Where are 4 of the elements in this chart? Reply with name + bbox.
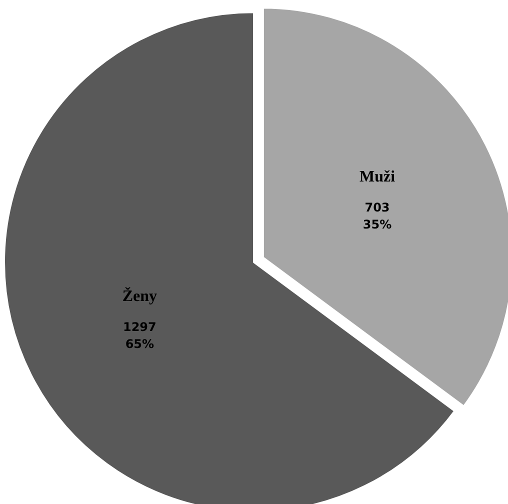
- slice-label: Muži: [359, 168, 396, 186]
- data-label: 703 35%: [362, 200, 392, 232]
- slice-label: Ženy: [122, 287, 158, 306]
- data-label: 1297 65%: [122, 320, 156, 352]
